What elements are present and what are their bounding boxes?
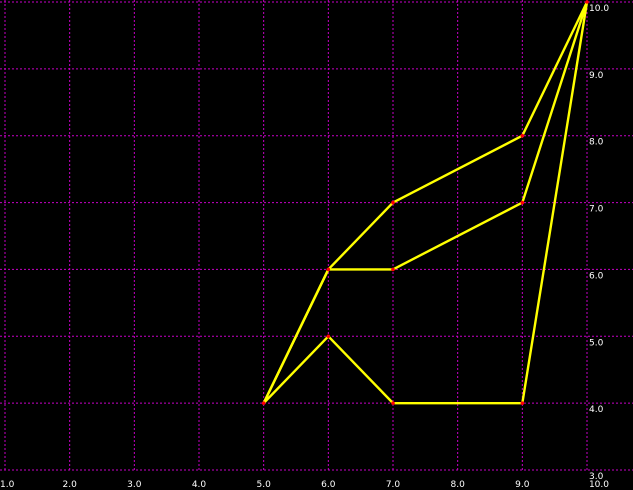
y-tick-label: 7.0: [589, 205, 604, 215]
x-tick-label: 8.0: [451, 480, 466, 490]
y-tick-label: 5.0: [589, 338, 604, 348]
y-tick-label: 3.0: [589, 472, 604, 482]
x-tick-label: 4.0: [192, 480, 207, 490]
data-point: [520, 401, 525, 405]
x-tick-label: 3.0: [127, 480, 142, 490]
data-point: [520, 133, 525, 138]
x-tick-label: 10.0: [589, 480, 609, 490]
data-point: [391, 200, 395, 205]
data-point: [326, 267, 331, 272]
tick-labels: 1.0 2.0 3.0 4.0 5.0 6.0 7.0 8.0 9.0 10.03.04.05.0…: [0, 4, 609, 490]
grid: [0, 0, 633, 472]
y-tick-label: 4.0: [589, 405, 604, 415]
x-tick-label: 1.0: [0, 480, 15, 490]
y-tick-label: 10.0: [589, 4, 609, 14]
y-tick-label: 8.0: [589, 138, 604, 148]
x-tick-label: 2.0: [63, 480, 78, 490]
y-tick-label: 9.0: [589, 71, 604, 81]
data-point: [261, 401, 266, 405]
data-point: [520, 200, 525, 205]
x-tick-label: 7.0: [386, 480, 401, 490]
x-tick-label: 5.0: [257, 480, 272, 490]
x-tick-label: 9.0: [515, 480, 530, 490]
data-point: [391, 401, 395, 405]
x-tick-label: 6.0: [321, 480, 336, 490]
data-point: [585, 0, 589, 4]
data-point: [391, 267, 395, 272]
node-group: [261, 0, 589, 405]
y-tick-label: 6.0: [589, 271, 604, 281]
data-point: [326, 334, 331, 339]
